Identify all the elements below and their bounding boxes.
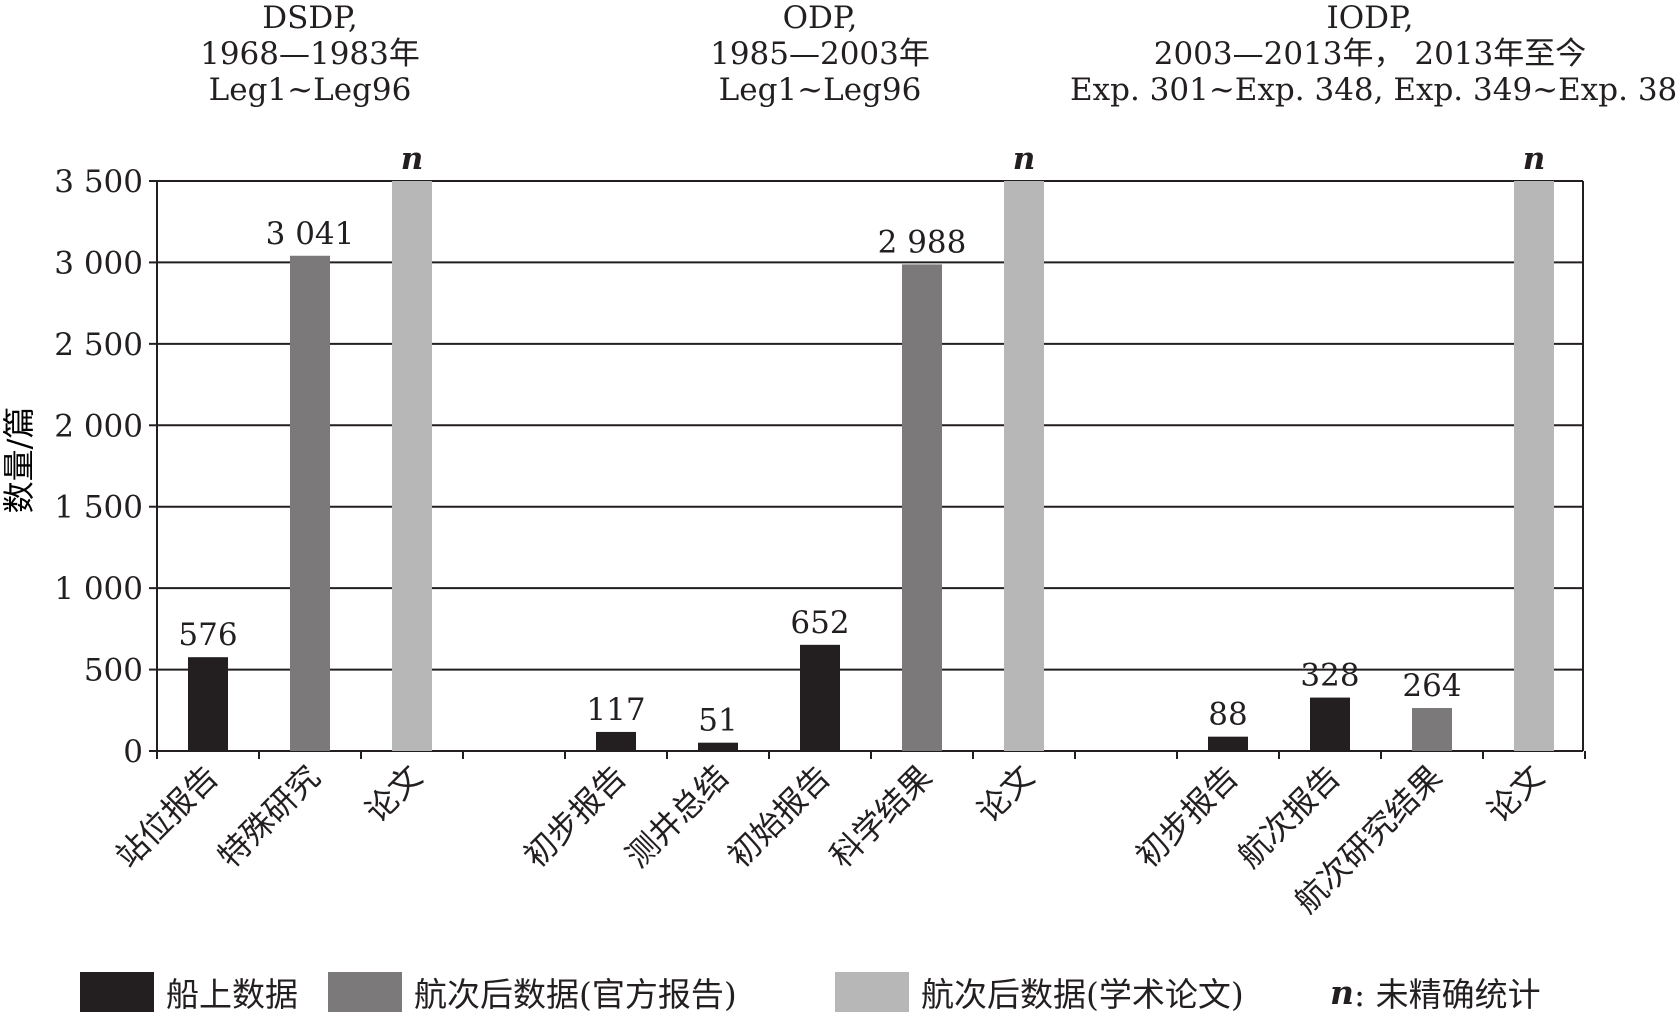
legend-swatch bbox=[328, 972, 402, 1012]
bar bbox=[290, 255, 330, 751]
bar bbox=[1004, 181, 1044, 751]
group-title-iodp: IODP, 2003—2013年， 2013年至今 Exp. 301~Exp. … bbox=[1070, 0, 1677, 108]
group-title-line: 2003—2013年， 2013年至今 bbox=[1153, 36, 1587, 72]
legend-item-official: 航次后数据(官方报告) bbox=[328, 972, 737, 1014]
data-labels: 576 3 041 n 117 51 652 2 988 n 88 328 264 n bbox=[178, 141, 1545, 739]
data-label: 328 bbox=[1300, 658, 1359, 694]
bar bbox=[1208, 736, 1248, 751]
x-tick-label: 站位报告 bbox=[108, 758, 225, 875]
legend: 船上数据 航次后数据(官方报告) 航次后数据(学术论文) n : 未精确统计 bbox=[0, 970, 1677, 1015]
group-title-odp: ODP, 1985—2003年 Leg1~Leg96 bbox=[680, 0, 960, 108]
bar bbox=[698, 742, 738, 751]
bar bbox=[392, 181, 432, 751]
data-label: n bbox=[1523, 141, 1546, 177]
data-label: 2 988 bbox=[878, 224, 967, 260]
x-tick-label: 论文 bbox=[358, 758, 430, 830]
bar bbox=[902, 264, 942, 751]
group-title-line: 1968—1983年 bbox=[200, 36, 420, 72]
y-tick-label: 3 000 bbox=[54, 245, 143, 281]
note-text: : 未精确统计 bbox=[1354, 975, 1541, 1014]
y-tick-label: 1 000 bbox=[54, 571, 143, 607]
data-label: n bbox=[401, 141, 424, 177]
x-tick-label: 测井总结 bbox=[618, 758, 735, 875]
bars bbox=[188, 181, 1554, 751]
x-tick-label: 初步报告 bbox=[1128, 758, 1245, 875]
data-label: 117 bbox=[586, 692, 645, 728]
y-tick-label: 2 500 bbox=[54, 327, 143, 363]
group-title-line: Leg1~Leg96 bbox=[208, 72, 412, 108]
legend-swatch bbox=[80, 972, 154, 1012]
legend-label: 船上数据 bbox=[166, 975, 298, 1014]
bar bbox=[800, 644, 840, 751]
note-symbol: n bbox=[1330, 972, 1354, 1012]
gridlines bbox=[157, 180, 1583, 671]
data-label: 652 bbox=[790, 605, 849, 641]
y-tick-label: 1 500 bbox=[54, 490, 143, 526]
y-tick-label: 3 500 bbox=[54, 164, 143, 200]
group-title-line: 1985—2003年 bbox=[710, 36, 930, 72]
group-title-line: ODP, bbox=[782, 0, 858, 36]
y-tick-label: 2 000 bbox=[54, 408, 143, 444]
legend-label: 航次后数据(学术论文) bbox=[921, 975, 1244, 1014]
x-tick-label: 初步报告 bbox=[516, 758, 633, 875]
data-label: 264 bbox=[1402, 668, 1461, 704]
y-axis: 0 500 1 000 1 500 2 000 2 500 3 000 3 500 bbox=[54, 164, 1584, 770]
data-label: 3 041 bbox=[266, 216, 355, 252]
data-label: n bbox=[1013, 141, 1036, 177]
data-label: 576 bbox=[178, 617, 237, 653]
data-label: 88 bbox=[1208, 697, 1247, 733]
group-title-line: DSDP, bbox=[262, 0, 358, 36]
legend-item-shipboard: 船上数据 bbox=[80, 972, 298, 1014]
x-tick-label: 初始报告 bbox=[720, 758, 837, 875]
x-tick-label: 论文 bbox=[1480, 758, 1552, 830]
bar bbox=[1310, 697, 1350, 751]
bar bbox=[188, 657, 228, 751]
group-title-dsdp: DSDP, 1968—1983年 Leg1~Leg96 bbox=[170, 0, 450, 108]
y-axis-label: 数量/篇 bbox=[0, 407, 38, 514]
bar bbox=[1514, 181, 1554, 751]
x-tick-label: 特殊研究 bbox=[210, 758, 327, 875]
data-label: 51 bbox=[698, 703, 737, 739]
group-title-line: Exp. 301~Exp. 348, Exp. 349~Exp. 385 bbox=[1070, 72, 1677, 108]
x-tick-label: 科学结果 bbox=[822, 758, 939, 875]
x-tick-label: 论文 bbox=[970, 758, 1042, 830]
legend-item-academic: 航次后数据(学术论文) bbox=[835, 972, 1244, 1014]
legend-swatch bbox=[835, 972, 909, 1012]
y-tick-label: 0 bbox=[123, 734, 143, 770]
legend-note: n : 未精确统计 bbox=[1330, 972, 1541, 1015]
group-title-line: IODP, bbox=[1326, 0, 1414, 36]
bar bbox=[1412, 708, 1452, 751]
legend-label: 航次后数据(官方报告) bbox=[414, 975, 737, 1014]
y-tick-label: 500 bbox=[84, 653, 143, 689]
bar bbox=[596, 731, 636, 751]
group-title-line: Leg1~Leg96 bbox=[718, 72, 922, 108]
